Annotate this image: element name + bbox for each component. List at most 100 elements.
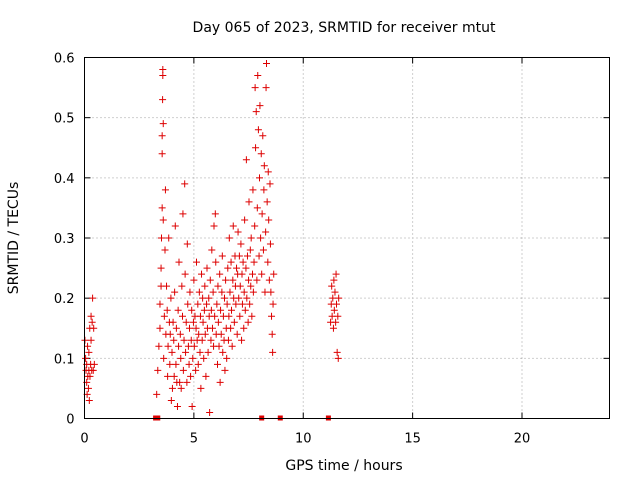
data-point (172, 324, 180, 332)
data-point (225, 312, 233, 320)
data-point (178, 282, 186, 290)
data-point (328, 282, 336, 290)
data-point (240, 288, 248, 296)
data-point (214, 318, 222, 326)
data-point (245, 198, 253, 206)
data-point (172, 360, 180, 368)
data-point (232, 300, 240, 308)
data-point (254, 72, 262, 80)
data-point (217, 306, 225, 314)
data-point (192, 366, 200, 374)
data-point (222, 276, 230, 284)
data-point (203, 264, 211, 272)
data-point (196, 348, 204, 356)
data-point (163, 282, 171, 290)
data-point (266, 240, 274, 248)
data-point (227, 324, 235, 332)
data-point (251, 84, 259, 92)
data-point (258, 210, 266, 218)
data-point (252, 144, 260, 152)
x-tick-label: 20 (514, 432, 531, 447)
data-point (234, 228, 242, 236)
data-point (256, 174, 263, 182)
x-tick-label: 10 (295, 432, 312, 447)
data-point (174, 306, 182, 314)
data-point (233, 330, 241, 338)
data-point (332, 318, 340, 326)
data-point (194, 300, 202, 308)
data-point (258, 270, 266, 278)
data-point (188, 402, 196, 410)
plot-frame (84, 57, 610, 419)
data-point (158, 150, 166, 158)
data-point (257, 150, 265, 158)
data-point (262, 228, 270, 236)
data-point (167, 294, 175, 302)
data-point (267, 288, 275, 296)
data-point (256, 102, 264, 110)
data-point (260, 162, 268, 170)
data-point (85, 396, 93, 404)
data-point (223, 354, 231, 362)
tick-labels: 0 0.1 0.2 0.3 0.4 0.5 0.6 0 5 10 15 20 (54, 52, 530, 447)
y-tick-label: 0.4 (54, 172, 75, 187)
data-point (168, 384, 176, 392)
data-point (159, 72, 167, 80)
x-axis-label: GPS time / hours (285, 458, 402, 474)
data-point (200, 306, 208, 314)
data-point (203, 300, 211, 308)
data-point (243, 252, 251, 260)
data-point (200, 354, 208, 362)
data-point (333, 300, 340, 308)
data-point (236, 312, 244, 320)
data-point (213, 300, 221, 308)
data-point (201, 330, 209, 338)
data-point (166, 360, 174, 368)
data-point (237, 240, 245, 248)
data-point (216, 270, 224, 278)
data-point (264, 258, 272, 266)
data-point (214, 360, 221, 368)
data-point (86, 372, 94, 380)
data-point (247, 282, 255, 290)
data-point (259, 246, 267, 254)
data-point (184, 300, 192, 308)
data-point (181, 270, 189, 278)
data-point (235, 294, 243, 302)
data-point (221, 294, 228, 302)
data-point (249, 270, 256, 278)
data-point (238, 336, 246, 344)
data-point (177, 384, 185, 392)
data-point (254, 126, 262, 134)
data-point (268, 330, 276, 338)
data-point (154, 366, 162, 374)
data-point (87, 312, 95, 320)
data-point (332, 270, 340, 278)
data-point (183, 240, 191, 248)
data-point (236, 282, 244, 290)
data-point (82, 354, 90, 362)
data-point (223, 300, 231, 308)
data-point (228, 342, 236, 350)
data-point (261, 288, 269, 296)
data-point (238, 300, 246, 308)
data-point (255, 252, 263, 260)
x-tick-label: 15 (404, 432, 421, 447)
data-point (201, 282, 209, 290)
data-point (160, 312, 168, 320)
data-point (257, 234, 265, 242)
data-point (262, 84, 270, 92)
data-point (89, 366, 97, 374)
data-point (179, 210, 187, 218)
data-point (87, 336, 95, 344)
data-point (164, 372, 172, 380)
data-point (182, 348, 190, 356)
data-point (330, 276, 338, 284)
data-point (182, 318, 190, 326)
data-point (230, 318, 238, 326)
data-point (159, 66, 167, 74)
data-point (208, 246, 216, 254)
data-point (84, 384, 92, 392)
data-point (184, 342, 192, 350)
